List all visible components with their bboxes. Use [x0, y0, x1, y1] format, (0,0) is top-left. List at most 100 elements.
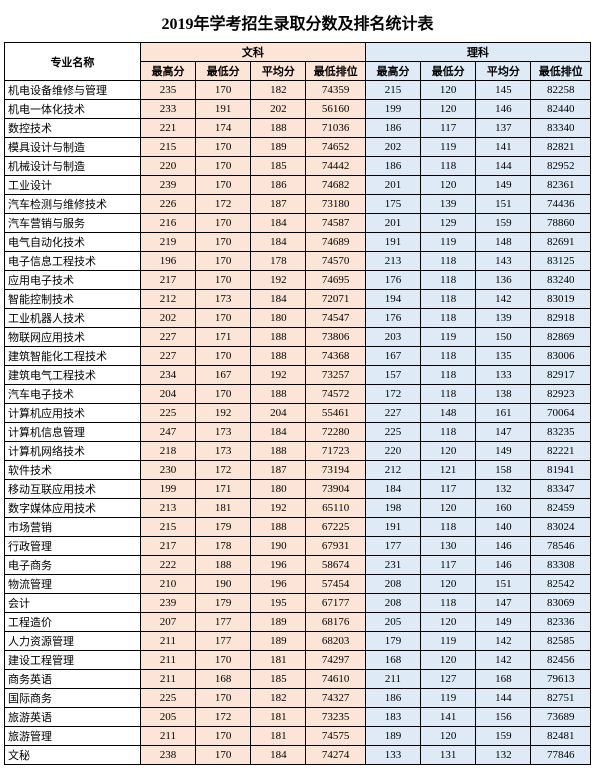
arts-cell: 170 — [196, 252, 251, 271]
sci-cell: 77846 — [531, 746, 591, 765]
arts-cell: 170 — [196, 727, 251, 746]
page-title: 2019年学考招生录取分数及排名统计表 — [4, 4, 591, 42]
major-cell: 建筑智能化工程技术 — [5, 347, 141, 366]
arts-cell: 170 — [196, 138, 251, 157]
arts-cell: 174 — [196, 119, 251, 138]
arts-cell: 227 — [140, 328, 195, 347]
arts-cell: 187 — [251, 461, 306, 480]
arts-cell: 74682 — [306, 176, 365, 195]
sci-cell: 82258 — [531, 81, 591, 100]
table-row: 建设工程管理2111701817429716812014282456 — [5, 651, 591, 670]
sci-cell: 202 — [365, 138, 420, 157]
sci-cell: 82821 — [531, 138, 591, 157]
major-cell: 模具设计与制造 — [5, 138, 141, 157]
sci-cell: 74436 — [531, 195, 591, 214]
arts-cell: 192 — [251, 366, 306, 385]
arts-cell: 74575 — [306, 727, 365, 746]
arts-cell: 178 — [196, 537, 251, 556]
table-row: 智能控制技术2121731847207119411814283019 — [5, 290, 591, 309]
sci-cell: 81941 — [531, 461, 591, 480]
sci-cell: 168 — [476, 670, 531, 689]
sci-cell: 118 — [421, 309, 476, 328]
table-row: 计算机信息管理2471731847228022511814783235 — [5, 423, 591, 442]
arts-cell: 205 — [140, 708, 195, 727]
arts-cell: 189 — [251, 632, 306, 651]
sci-cell: 201 — [365, 214, 420, 233]
table-row: 机械设计与制造2201701857444218611814482952 — [5, 157, 591, 176]
sci-cell: 119 — [421, 138, 476, 157]
arts-cell: 184 — [251, 746, 306, 765]
arts-cell: 185 — [251, 670, 306, 689]
arts-cell: 74652 — [306, 138, 365, 157]
major-cell: 电气自动化技术 — [5, 233, 141, 252]
sci-cell: 231 — [365, 556, 420, 575]
sci-cell: 141 — [421, 708, 476, 727]
major-cell: 商务英语 — [5, 670, 141, 689]
arts-cell: 58674 — [306, 556, 365, 575]
sci-cell: 143 — [476, 252, 531, 271]
sci-cell: 70064 — [531, 404, 591, 423]
major-cell: 电子信息工程技术 — [5, 252, 141, 271]
arts-cell: 74327 — [306, 689, 365, 708]
arts-cell: 172 — [196, 461, 251, 480]
sci-cell: 118 — [421, 423, 476, 442]
sci-cell: 146 — [476, 556, 531, 575]
sci-cell: 78860 — [531, 214, 591, 233]
header-sci-min: 最低分 — [421, 62, 476, 81]
sci-cell: 151 — [476, 575, 531, 594]
sci-cell: 120 — [421, 727, 476, 746]
sci-cell: 159 — [476, 727, 531, 746]
major-cell: 软件技术 — [5, 461, 141, 480]
arts-cell: 68203 — [306, 632, 365, 651]
arts-cell: 173 — [196, 442, 251, 461]
sci-cell: 172 — [365, 385, 420, 404]
arts-cell: 73235 — [306, 708, 365, 727]
sci-cell: 79613 — [531, 670, 591, 689]
sci-cell: 199 — [365, 100, 420, 119]
table-row: 机电设备维修与管理2351701827435921512014582258 — [5, 81, 591, 100]
arts-cell: 181 — [251, 708, 306, 727]
arts-cell: 225 — [140, 404, 195, 423]
sci-cell: 120 — [421, 651, 476, 670]
sci-cell: 82361 — [531, 176, 591, 195]
arts-cell: 178 — [251, 252, 306, 271]
major-cell: 物联网应用技术 — [5, 328, 141, 347]
sci-cell: 119 — [421, 233, 476, 252]
sci-cell: 82542 — [531, 575, 591, 594]
arts-cell: 73806 — [306, 328, 365, 347]
arts-cell: 238 — [140, 746, 195, 765]
sci-cell: 118 — [421, 366, 476, 385]
sci-cell: 157 — [365, 366, 420, 385]
major-cell: 应用电子技术 — [5, 271, 141, 290]
arts-cell: 199 — [140, 480, 195, 499]
major-cell: 建设工程管理 — [5, 651, 141, 670]
sci-cell: 83006 — [531, 347, 591, 366]
sci-cell: 83125 — [531, 252, 591, 271]
sci-cell: 118 — [421, 271, 476, 290]
header-arts-max: 最高分 — [140, 62, 195, 81]
sci-cell: 118 — [421, 385, 476, 404]
sci-cell: 132 — [476, 480, 531, 499]
arts-cell: 221 — [140, 119, 195, 138]
sci-cell: 184 — [365, 480, 420, 499]
arts-cell: 247 — [140, 423, 195, 442]
arts-cell: 211 — [140, 727, 195, 746]
arts-cell: 217 — [140, 537, 195, 556]
arts-cell: 73180 — [306, 195, 365, 214]
table-body: 机电设备维修与管理2351701827435921512014582258机电一… — [5, 81, 591, 765]
arts-cell: 171 — [196, 480, 251, 499]
arts-cell: 184 — [251, 423, 306, 442]
sci-cell: 203 — [365, 328, 420, 347]
sci-cell: 83340 — [531, 119, 591, 138]
arts-cell: 216 — [140, 214, 195, 233]
sci-cell: 117 — [421, 480, 476, 499]
arts-cell: 188 — [196, 556, 251, 575]
arts-cell: 56160 — [306, 100, 365, 119]
table-row: 文秘2381701847427413313113277846 — [5, 746, 591, 765]
arts-cell: 65110 — [306, 499, 365, 518]
sci-cell: 160 — [476, 499, 531, 518]
sci-cell: 82691 — [531, 233, 591, 252]
arts-cell: 74689 — [306, 233, 365, 252]
major-cell: 智能控制技术 — [5, 290, 141, 309]
arts-cell: 74695 — [306, 271, 365, 290]
